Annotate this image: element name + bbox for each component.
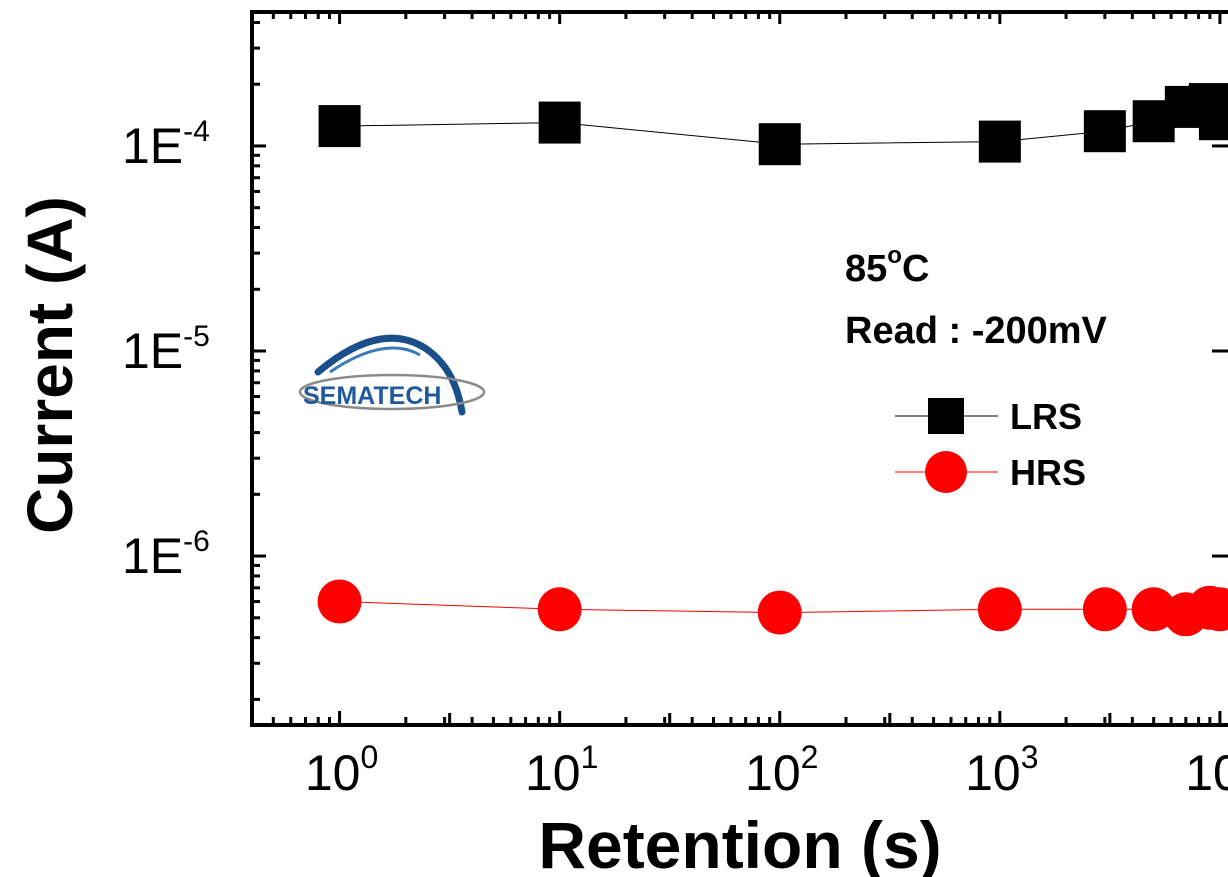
legend-label-lrs: LRS — [1010, 396, 1082, 437]
legend-marker-lrs — [928, 398, 964, 434]
x-axis-title: Retention (s) — [538, 808, 941, 877]
temperature-unit: C — [902, 248, 929, 290]
data-point-hrs-8 — [1197, 587, 1228, 632]
data-point-hrs-0 — [317, 579, 362, 624]
x-tick-label-exponent: 2 — [801, 739, 819, 775]
data-point-lrs-0 — [318, 105, 361, 148]
x-tick-label: 103 — [965, 739, 1038, 801]
y-tick-label: 1E-5 — [122, 320, 210, 379]
degree-sign: o — [887, 242, 902, 269]
data-point-hrs-2 — [757, 590, 802, 635]
x-tick-label-exponent: 1 — [581, 739, 599, 775]
sematech-logo: SEMATECH — [298, 334, 486, 416]
y-tick-label-exponent: -6 — [183, 525, 210, 558]
x-tick-label-base: 10 — [1185, 745, 1228, 801]
y-tick-label: 1E-4 — [122, 115, 210, 174]
x-tick-label: 104 — [1185, 739, 1228, 801]
y-tick-label-exponent: -5 — [183, 320, 210, 353]
logo-swoosh — [298, 373, 486, 411]
plot-area — [317, 83, 1228, 637]
logo-arc — [314, 334, 466, 416]
x-tick-label-exponent: 0 — [360, 739, 378, 775]
x-tick-label: 100 — [305, 739, 378, 801]
x-tick-label-exponent: 3 — [1021, 739, 1039, 775]
data-point-lrs-8 — [1198, 98, 1228, 141]
x-tick-label-base: 10 — [305, 745, 361, 801]
data-point-hrs-3 — [977, 587, 1022, 632]
data-point-lrs-2 — [758, 123, 801, 166]
temperature-value: 85 — [845, 248, 887, 290]
y-axis-title: Current (A) — [14, 196, 86, 534]
y-tick-label: 1E-6 — [122, 525, 210, 584]
x-tick-label: 102 — [745, 739, 818, 801]
read-voltage-annotation: Read : -200mV — [845, 310, 1108, 352]
x-tick-label-base: 10 — [525, 745, 581, 801]
axes: 1001011021031041E-41E-51E-6 — [122, 10, 1228, 801]
x-tick-label-base: 10 — [965, 745, 1021, 801]
data-point-hrs-4 — [1082, 587, 1127, 632]
x-tick-label-base: 10 — [745, 745, 801, 801]
legend: LRS HRS — [895, 396, 1086, 493]
legend-marker-hrs — [925, 451, 967, 493]
y-tick-label-base: 1E — [122, 323, 183, 379]
data-point-lrs-4 — [1083, 110, 1126, 153]
logo-text: SEMATECH — [303, 382, 441, 410]
y-tick-label-base: 1E — [122, 118, 183, 174]
legend-label-hrs: HRS — [1010, 452, 1086, 493]
temperature-annotation: 85oC — [845, 242, 929, 290]
data-point-lrs-1 — [538, 101, 581, 144]
logo-arc-inner — [329, 346, 421, 374]
x-tick-label: 101 — [525, 739, 598, 801]
data-point-hrs-1 — [537, 587, 582, 632]
data-point-lrs-3 — [978, 120, 1021, 163]
y-tick-label-exponent: -4 — [183, 115, 210, 148]
y-tick-label-base: 1E — [122, 528, 183, 584]
